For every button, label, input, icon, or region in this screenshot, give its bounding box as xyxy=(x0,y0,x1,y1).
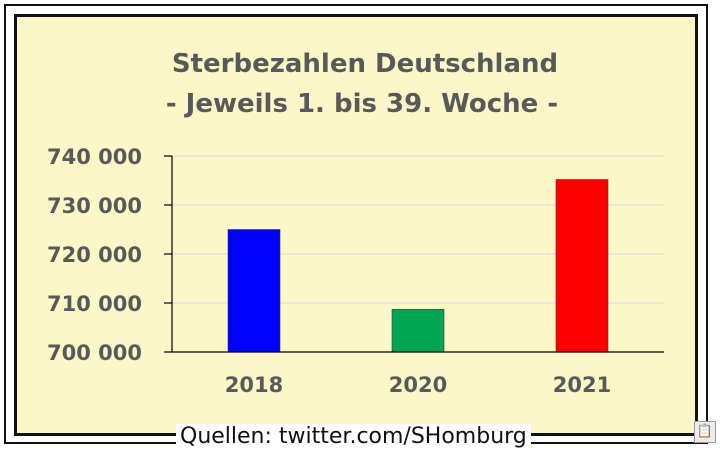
y-tick-label: 730 000 xyxy=(47,194,142,218)
axes xyxy=(164,155,664,353)
x-tick-label: 2018 xyxy=(225,373,283,397)
chart-subtitle: - Jeweils 1. bis 39. Woche - xyxy=(166,89,558,119)
source-caption: Quellen: twitter.com/SHomburg xyxy=(176,424,531,450)
y-tick-label: 720 000 xyxy=(47,243,142,267)
x-tick-label: 2021 xyxy=(553,373,611,397)
tick-labels: 700 000 710 000 720 000 730 000 740 000 2018 2… xyxy=(47,145,611,397)
x-tick-label: 2020 xyxy=(389,373,447,397)
bar-2020 xyxy=(391,309,445,353)
bar-2021 xyxy=(555,179,609,353)
bar-2018 xyxy=(227,229,281,353)
y-tick-label: 740 000 xyxy=(47,145,142,169)
y-tick-label: 700 000 xyxy=(47,341,142,365)
clipboard-icon[interactable]: 📋 xyxy=(694,421,716,443)
y-tick-label: 710 000 xyxy=(47,292,142,316)
bars xyxy=(227,179,609,353)
chart-title: Sterbezahlen Deutschland xyxy=(172,49,558,79)
